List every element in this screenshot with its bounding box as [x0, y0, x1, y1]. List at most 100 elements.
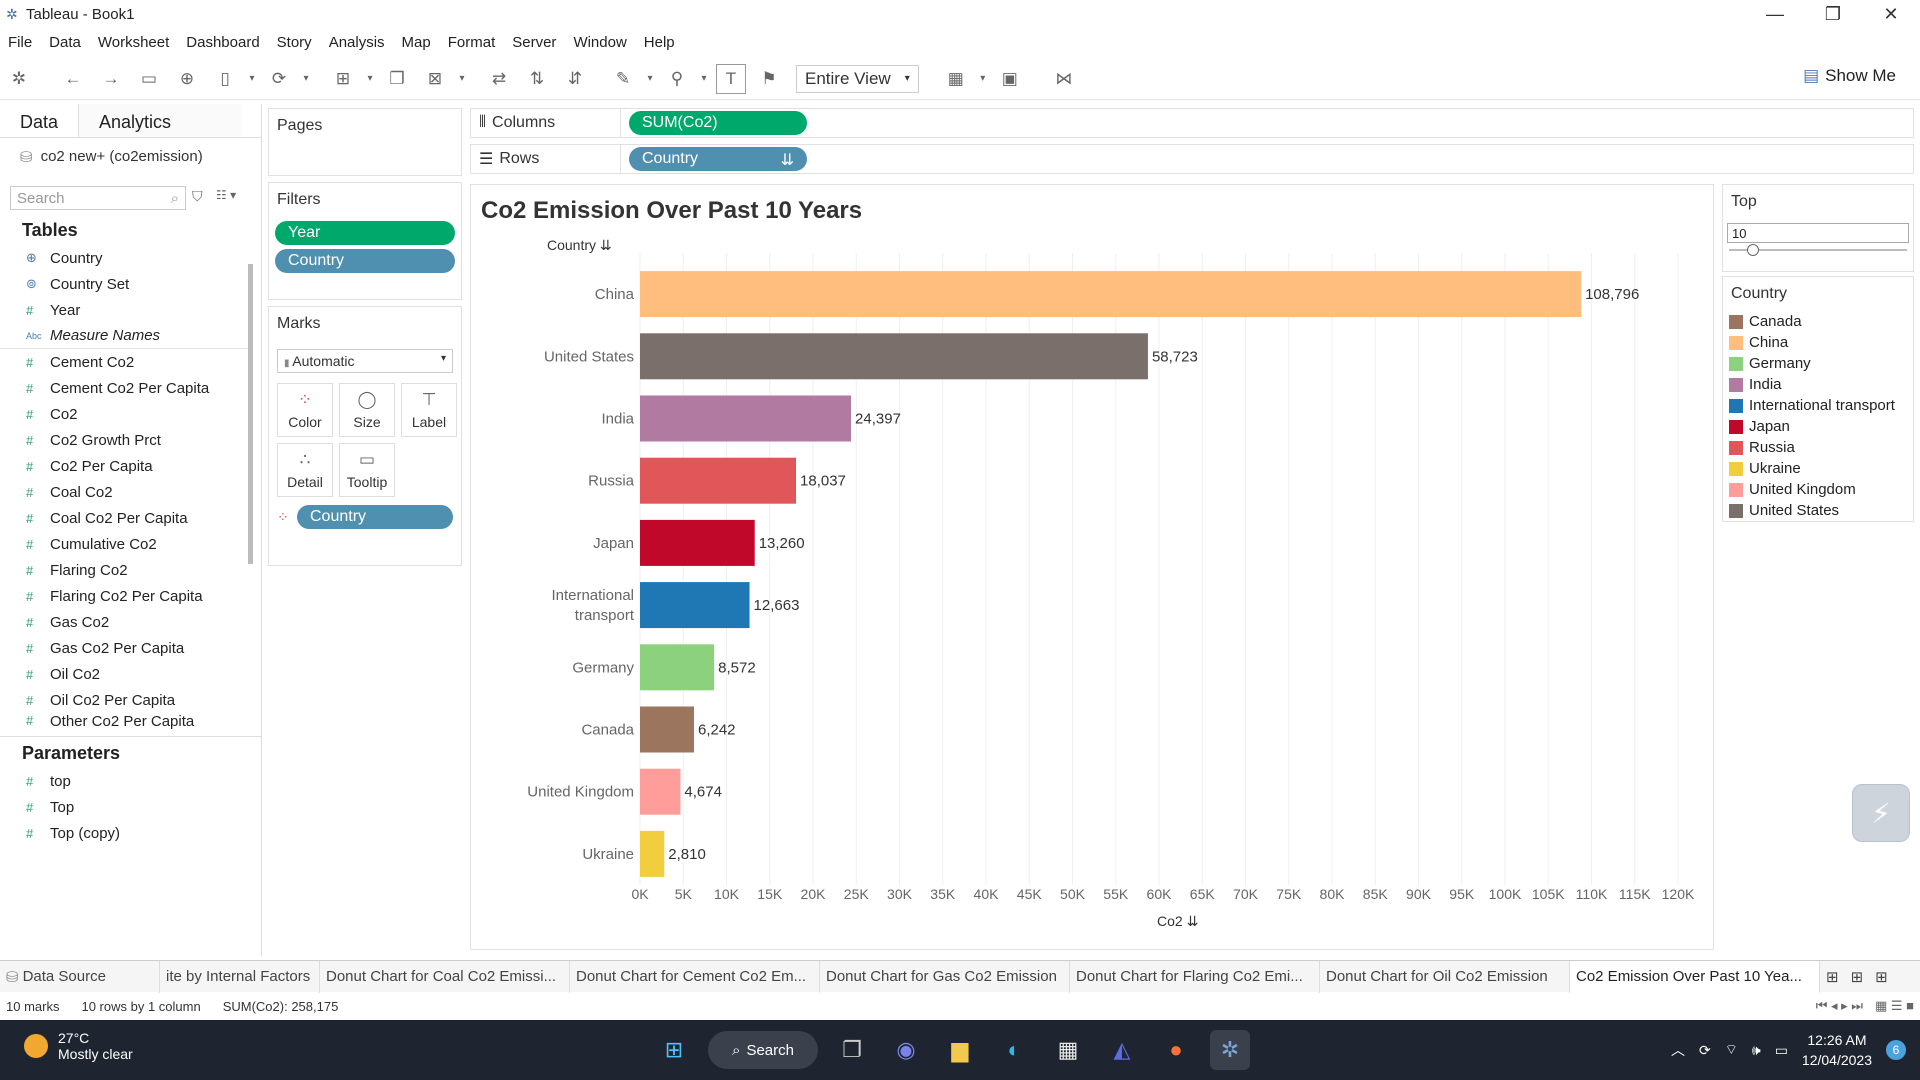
floating-action-button[interactable]: ⚡: [1852, 784, 1910, 842]
bar[interactable]: [640, 644, 715, 691]
top-parameter-input[interactable]: 10: [1727, 223, 1909, 243]
duplicate-sheet-icon[interactable]: ❐: [389, 68, 405, 88]
marks-pill-country[interactable]: Country: [297, 505, 453, 529]
sheet-tab-active[interactable]: Co2 Emission Over Past 10 Yea...: [1570, 960, 1820, 993]
bar[interactable]: [640, 457, 797, 504]
menu-worksheet[interactable]: Worksheet: [97, 33, 170, 51]
field-item[interactable]: ⊕ Country: [0, 245, 248, 271]
legend-item[interactable]: India: [1723, 374, 1913, 395]
data-source-item[interactable]: ⛁ co2 new+ (co2emission): [0, 138, 261, 176]
top-parameter-slider[interactable]: [1729, 244, 1907, 256]
columns-shelf[interactable]: ⦀ Columns SUM(Co2): [470, 108, 1914, 138]
columns-pill-sum-co2[interactable]: SUM(Co2): [629, 111, 807, 135]
sheet-tab[interactable]: Donut Chart for Flaring Co2 Emi...: [1070, 960, 1320, 993]
clear-sheet-icon[interactable]: ⊠: [427, 68, 443, 88]
menu-analysis[interactable]: Analysis: [328, 33, 385, 51]
mark-type-dropdown[interactable]: ▮ Automatic ▾: [277, 349, 453, 373]
menu-file[interactable]: File: [8, 33, 33, 51]
presentation-mode-icon[interactable]: ▣: [1001, 68, 1018, 88]
volume-icon[interactable]: 🕪: [1751, 1041, 1761, 1058]
sheet-tab[interactable]: Donut Chart for Gas Co2 Emission: [820, 960, 1070, 993]
chevron-down-icon[interactable]: ▾: [647, 73, 653, 84]
sheet-view-icon[interactable]: ▦ ☰ ■: [1874, 998, 1914, 1013]
field-item[interactable]: # Oil Co2: [0, 661, 248, 687]
microsoft-store-icon[interactable]: ▦: [1057, 1037, 1079, 1062]
menu-data[interactable]: Data: [49, 33, 81, 51]
teams-chat-icon[interactable]: ◉: [896, 1037, 916, 1062]
wifi-icon[interactable]: ⌔: [1724, 1041, 1738, 1057]
field-item[interactable]: # Cumulative Co2: [0, 531, 248, 557]
legend-item[interactable]: China: [1723, 332, 1913, 353]
chevron-down-icon[interactable]: ▾: [980, 73, 986, 84]
sort-ascending-icon[interactable]: ⇅: [529, 68, 545, 88]
parameter-item[interactable]: # Top: [0, 794, 262, 820]
detail-button[interactable]: ∴ Detail: [277, 443, 333, 497]
new-dashboard-icon[interactable]: ⊞: [1850, 968, 1864, 986]
filter-pill-year[interactable]: Year: [275, 221, 455, 245]
menu-server[interactable]: Server: [512, 33, 557, 51]
fix-axes-icon[interactable]: ⚑: [761, 68, 777, 88]
legend-item[interactable]: United States: [1723, 500, 1913, 521]
restore-button[interactable]: ❐: [1824, 4, 1842, 24]
bar[interactable]: [640, 519, 755, 566]
filters-shelf[interactable]: Filters Year Country: [268, 182, 462, 300]
chevron-down-icon[interactable]: ▾: [701, 73, 707, 84]
legend-item[interactable]: Germany: [1723, 353, 1913, 374]
new-data-source-icon[interactable]: ⊕: [179, 68, 195, 88]
field-item[interactable]: # Co2: [0, 401, 248, 427]
view-options-icon[interactable]: ☷ ▾: [216, 188, 237, 202]
new-story-icon[interactable]: ⊞: [1875, 968, 1888, 986]
filter-fields-icon[interactable]: ⛉: [192, 188, 203, 204]
weather-widget[interactable]: 27°C Mostly clear: [24, 1030, 133, 1062]
menu-map[interactable]: Map: [401, 33, 431, 51]
bar[interactable]: [640, 333, 1148, 380]
show-mark-labels-icon[interactable]: T: [716, 63, 746, 94]
group-members-icon[interactable]: ⚲: [670, 68, 684, 88]
legend-item[interactable]: Japan: [1723, 416, 1913, 437]
undo-icon[interactable]: ←: [64, 68, 82, 88]
show-cards-icon[interactable]: ▦: [947, 68, 964, 88]
close-button[interactable]: ✕: [1883, 4, 1899, 24]
chevron-down-icon[interactable]: ▾: [459, 73, 465, 84]
data-pane-scrollbar[interactable]: [248, 264, 253, 564]
new-worksheet-icon[interactable]: ⊞: [1826, 968, 1839, 986]
share-icon[interactable]: ⋈: [1055, 68, 1073, 88]
firefox-icon[interactable]: ●: [1169, 1037, 1183, 1062]
sheet-navigation-icon[interactable]: ⏮ ◂ ▸ ⏭: [1815, 998, 1863, 1013]
new-worksheet-icon[interactable]: ⊞: [335, 68, 351, 88]
filter-pill-country[interactable]: Country: [275, 249, 455, 273]
parameter-item[interactable]: # top: [0, 768, 262, 794]
battery-icon[interactable]: ▭: [1774, 1041, 1788, 1058]
field-item[interactable]: # Cement Co2 Per Capita: [0, 375, 248, 401]
chevron-down-icon[interactable]: ▾: [249, 73, 255, 84]
field-item[interactable]: # Year: [0, 297, 248, 323]
legend-item[interactable]: Ukraine: [1723, 458, 1913, 479]
tab-data[interactable]: Data: [0, 104, 79, 137]
field-item[interactable]: # Coal Co2: [0, 479, 248, 505]
bar[interactable]: [640, 768, 681, 815]
menu-dashboard[interactable]: Dashboard: [186, 33, 260, 51]
rows-shelf[interactable]: ☰ Rows Country ⇊: [470, 144, 1914, 174]
menu-window[interactable]: Window: [573, 33, 627, 51]
field-item[interactable]: # Cement Co2: [0, 349, 248, 375]
bar[interactable]: [640, 706, 694, 753]
sync-icon[interactable]: ⟳: [1698, 1041, 1711, 1058]
field-item[interactable]: # Co2 Growth Prct: [0, 427, 248, 453]
legend-item[interactable]: Russia: [1723, 437, 1913, 458]
clock[interactable]: 12:26 AM 12/04/2023: [1802, 1030, 1872, 1070]
edge-browser-icon[interactable]: ◐: [1007, 1037, 1021, 1062]
minimize-button[interactable]: —: [1766, 4, 1784, 24]
label-button[interactable]: ⊤ Label: [401, 383, 457, 437]
tooltip-button[interactable]: ▭ Tooltip: [339, 443, 395, 497]
task-view-icon[interactable]: ❐: [842, 1037, 862, 1062]
row-header[interactable]: Country ⇊: [547, 237, 612, 254]
sheet-tab[interactable]: Donut Chart for Cement Co2 Em...: [570, 960, 820, 993]
bar[interactable]: [640, 395, 852, 442]
menu-story[interactable]: Story: [276, 33, 312, 51]
tab-data-source[interactable]: ⛁ Data Source: [0, 960, 160, 993]
field-item[interactable]: # Co2 Per Capita: [0, 453, 248, 479]
field-item[interactable]: # Gas Co2 Per Capita: [0, 635, 248, 661]
color-button[interactable]: ⁘ Color: [277, 383, 333, 437]
field-item[interactable]: # Other Co2 Per Capita: [0, 713, 248, 729]
menu-help[interactable]: Help: [643, 33, 675, 51]
